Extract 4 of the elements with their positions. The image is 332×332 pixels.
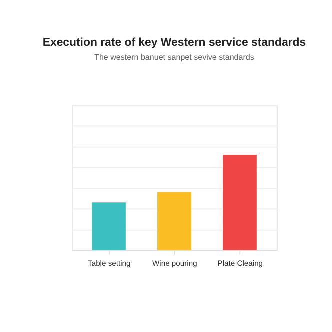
x-tick-label: Plate Cleaing — [218, 258, 264, 268]
x-tick-label: Wine pouring — [152, 258, 198, 268]
x-tick-label: Table setting — [88, 258, 131, 268]
chart-title: Execution rate of key Western service standards — [42, 37, 306, 50]
